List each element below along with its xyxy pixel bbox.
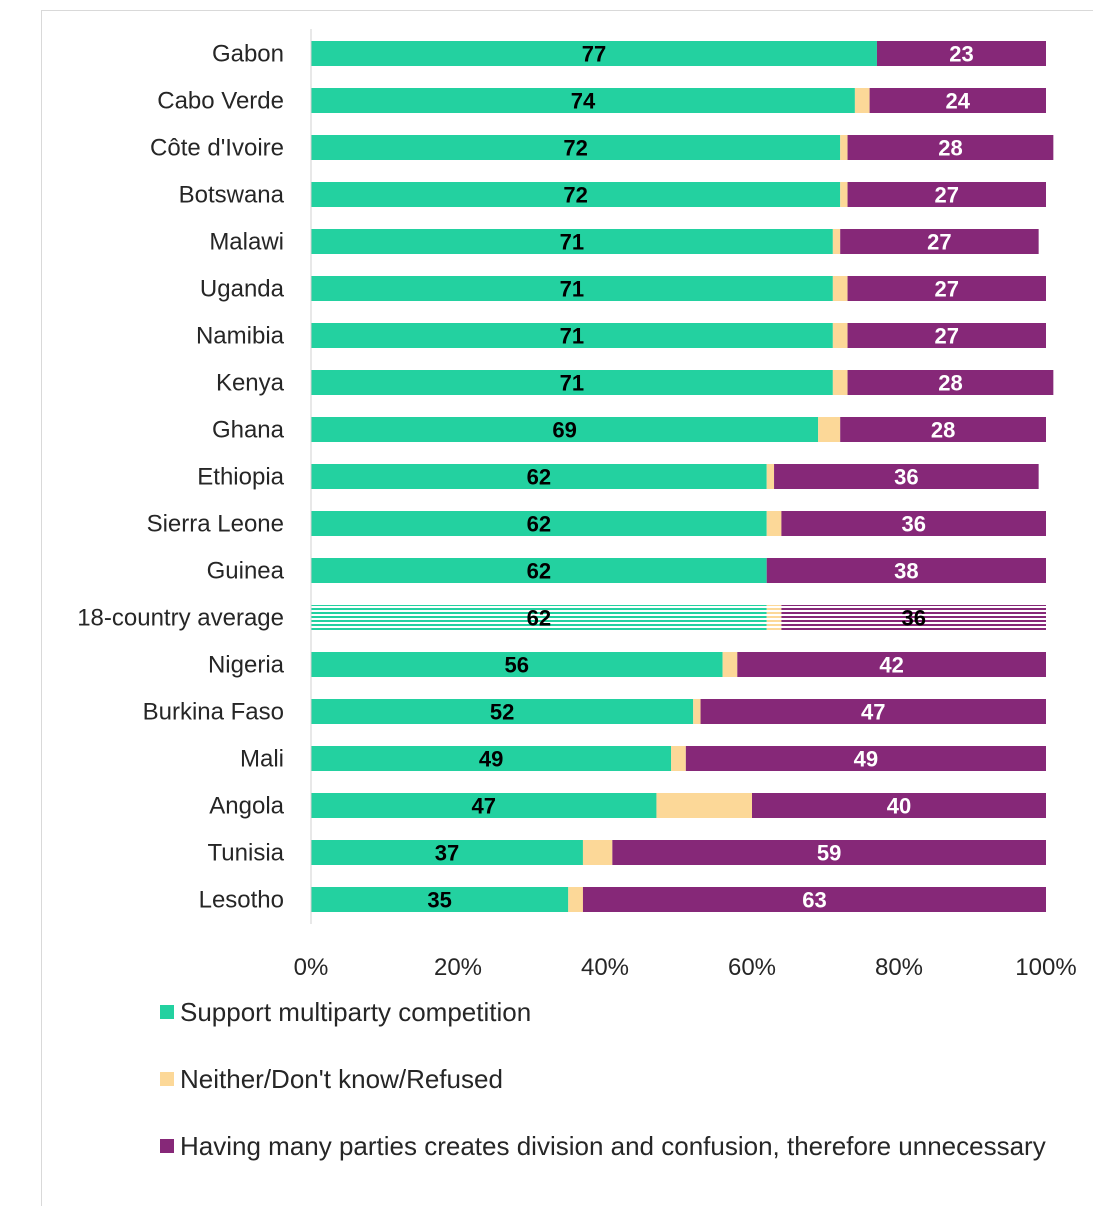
- category-label-sierra-leone: Sierra Leone: [147, 511, 284, 538]
- data-label-c-te-d-ivoire-series-0: 72: [563, 136, 587, 161]
- category-label-18-country-average: 18-country average: [77, 605, 284, 632]
- x-tick-1: 20%: [434, 954, 482, 981]
- data-label-botswana-series-2: 27: [935, 183, 959, 208]
- data-label-namibia-series-0: 71: [560, 324, 584, 349]
- category-label-ghana: Ghana: [212, 417, 285, 444]
- category-label-gabon: Gabon: [212, 41, 284, 68]
- stacked-bar-chart: 77 23 74 24 72 28 72 27 71 27 71 27 71 27 71 28 69 28 62 36…: [0, 0, 1093, 990]
- bar-namibia-series-1: [833, 323, 848, 348]
- bar-lesotho-series-1: [568, 887, 583, 912]
- category-label-malawi: Malawi: [209, 229, 284, 256]
- bars-layer: 77 23 74 24 72 28 72 27 71 27 71 27 71 27 71 28 69 28 62 36…: [311, 41, 1053, 913]
- x-tick-5: 100%: [1015, 954, 1076, 981]
- bar-uganda-series-1: [833, 276, 848, 301]
- category-label-guinea: Guinea: [207, 558, 285, 585]
- legend-label-neither: Neither/Don't know/Refused: [180, 1064, 503, 1094]
- bar-tunisia-series-1: [583, 840, 612, 865]
- bar-malawi-series-1: [833, 229, 840, 254]
- bar-ghana-series-1: [818, 417, 840, 442]
- legend-swatch-many-parties: [160, 1139, 174, 1153]
- data-label-cabo-verde-series-2: 24: [946, 89, 971, 114]
- data-label-malawi-series-2: 27: [927, 230, 951, 255]
- data-label-mali-series-0: 49: [479, 747, 503, 772]
- data-label-kenya-series-2: 28: [938, 371, 962, 396]
- category-label-botswana: Botswana: [179, 182, 285, 209]
- bar-mali-series-1: [671, 746, 686, 771]
- category-label-c-te-d-ivoire: Côte d'Ivoire: [150, 135, 284, 162]
- data-label-lesotho-series-0: 35: [427, 888, 451, 913]
- data-label-gabon-series-2: 23: [949, 42, 973, 67]
- category-label-uganda: Uganda: [200, 276, 285, 303]
- category-labels: Gabon Cabo Verde Côte d'Ivoire Botswana Mala…: [77, 41, 284, 914]
- x-tick-2: 40%: [581, 954, 629, 981]
- bar-18-country-average-series-1: [767, 605, 782, 630]
- category-label-lesotho: Lesotho: [199, 887, 284, 914]
- data-label-uganda-series-2: 27: [935, 277, 959, 302]
- bar-botswana-series-1: [840, 182, 847, 207]
- category-label-mali: Mali: [240, 746, 284, 773]
- category-label-nigeria: Nigeria: [208, 652, 285, 679]
- data-label-tunisia-series-2: 59: [817, 841, 841, 866]
- legend-item-many-parties: Having many parties creates division and…: [160, 1130, 1080, 1162]
- bar-sierra-leone-series-1: [767, 511, 782, 536]
- bar-burkina-faso-series-1: [693, 699, 700, 724]
- data-label-namibia-series-2: 27: [935, 324, 959, 349]
- data-label-cabo-verde-series-0: 74: [571, 89, 596, 114]
- data-label-kenya-series-0: 71: [560, 371, 584, 396]
- data-label-burkina-faso-series-0: 52: [490, 700, 514, 725]
- data-label-ghana-series-0: 69: [552, 418, 576, 443]
- bar-nigeria-series-1: [723, 652, 738, 677]
- data-label-guinea-series-0: 62: [527, 559, 551, 584]
- category-label-tunisia: Tunisia: [208, 840, 285, 867]
- data-label-botswana-series-0: 72: [563, 183, 587, 208]
- bar-ethiopia-series-1: [767, 464, 774, 489]
- legend-swatch-neither: [160, 1072, 174, 1086]
- data-label-mali-series-2: 49: [854, 747, 878, 772]
- category-label-ethiopia: Ethiopia: [197, 464, 284, 491]
- bar-c-te-d-ivoire-series-1: [840, 135, 847, 160]
- data-label-uganda-series-0: 71: [560, 277, 584, 302]
- legend-label-many-parties: Having many parties creates division and…: [180, 1131, 1046, 1161]
- x-axis-ticks: 0% 20% 40% 60% 80% 100%: [294, 954, 1077, 981]
- data-label-nigeria-series-0: 56: [505, 653, 529, 678]
- data-label-tunisia-series-0: 37: [435, 841, 459, 866]
- data-label-ethiopia-series-2: 36: [894, 465, 918, 490]
- legend-label-support: Support multiparty competition: [180, 997, 531, 1027]
- legend-item-support: Support multiparty competition: [160, 996, 1060, 1028]
- category-label-burkina-faso: Burkina Faso: [143, 699, 284, 726]
- x-tick-4: 80%: [875, 954, 923, 981]
- data-label-sierra-leone-series-2: 36: [901, 512, 925, 537]
- data-label-gabon-series-0: 77: [582, 42, 606, 67]
- bar-angola-series-1: [656, 793, 752, 818]
- data-label-malawi-series-0: 71: [560, 230, 584, 255]
- data-label-angola-series-0: 47: [471, 794, 495, 819]
- legend-swatch-support: [160, 1005, 174, 1019]
- data-label-lesotho-series-2: 63: [802, 888, 826, 913]
- data-label-sierra-leone-series-0: 62: [527, 512, 551, 537]
- category-label-cabo-verde: Cabo Verde: [157, 88, 284, 115]
- x-tick-0: 0%: [294, 954, 329, 981]
- data-label-angola-series-2: 40: [887, 794, 911, 819]
- category-label-angola: Angola: [209, 793, 284, 820]
- x-tick-3: 60%: [728, 954, 776, 981]
- data-label-ethiopia-series-0: 62: [527, 465, 551, 490]
- bar-cabo-verde-series-1: [855, 88, 870, 113]
- data-label-18-country-average-series-0: 62: [527, 606, 551, 631]
- data-label-nigeria-series-2: 42: [879, 653, 903, 678]
- data-label-18-country-average-series-2: 36: [901, 606, 925, 631]
- data-label-burkina-faso-series-2: 47: [861, 700, 885, 725]
- data-label-ghana-series-2: 28: [931, 418, 955, 443]
- data-label-guinea-series-2: 38: [894, 559, 918, 584]
- legend-item-neither: Neither/Don't know/Refused: [160, 1063, 1060, 1095]
- bar-kenya-series-1: [833, 370, 848, 395]
- category-label-namibia: Namibia: [196, 323, 285, 350]
- category-label-kenya: Kenya: [216, 370, 285, 397]
- data-label-c-te-d-ivoire-series-2: 28: [938, 136, 962, 161]
